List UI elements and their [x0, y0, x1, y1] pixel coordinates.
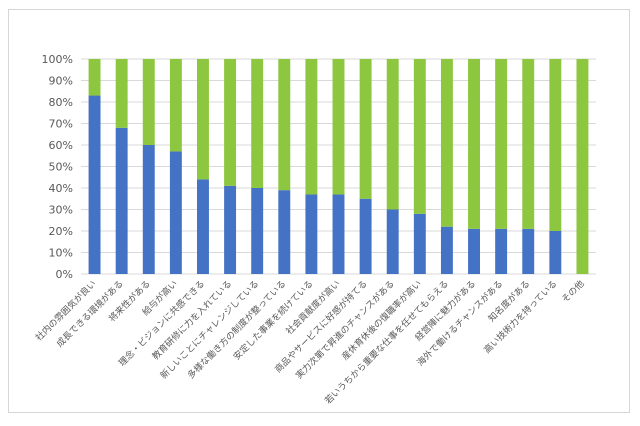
stacked-bar-chart: 0% 10% 20% 30% 40% 50% 60% 70% 80% 90% 100% 社内の雰囲気… — [33, 53, 596, 407]
bar-segment-green — [224, 59, 237, 186]
bar-segment-blue — [386, 209, 399, 274]
bar-segment-green — [169, 59, 182, 152]
bar-segment-blue — [332, 194, 345, 274]
bar-segment-blue — [413, 213, 426, 274]
bar-segment-blue — [495, 228, 508, 274]
bar-segment-blue — [88, 95, 101, 274]
bar-segment-blue — [305, 194, 318, 274]
bar-segment-blue — [251, 188, 264, 274]
bars — [88, 59, 589, 274]
x-axis-categories: 社内の雰囲気が良い成長できる環境がある将来性がある給与が高い理念・ビジョンに共感… — [33, 278, 587, 407]
bar-segment-blue — [197, 179, 209, 274]
bar-segment-green — [88, 59, 101, 96]
bar-segment-blue — [115, 127, 128, 274]
bar-segment-green — [142, 59, 155, 145]
y-tick-label: 10% — [49, 247, 73, 260]
bar-segment-blue — [359, 198, 372, 274]
y-tick-label: 50% — [49, 161, 73, 174]
bar-segment-green — [115, 59, 128, 128]
bar-segment-green — [495, 59, 508, 229]
bar-segment-green — [332, 59, 345, 195]
bar-segment-green — [278, 59, 291, 191]
x-category-label: 若いうちから重要な仕事を任せてもらえる — [322, 278, 451, 407]
bar-segment-green — [468, 59, 480, 229]
bar-segment-blue — [468, 228, 480, 274]
y-tick-label: 30% — [49, 204, 73, 217]
bar-segment-green — [305, 59, 318, 195]
bar-segment-blue — [522, 228, 535, 274]
bar-segment-blue — [549, 231, 562, 274]
x-category-label: 新しいことにチャレンジしている — [158, 278, 262, 382]
y-tick-label: 40% — [49, 182, 73, 195]
bar-segment-green — [522, 59, 535, 229]
y-axis-ticks: 0% 10% 20% 30% 40% 50% 60% 70% 80% 90% 100% — [42, 53, 73, 281]
bar-segment-blue — [440, 226, 453, 274]
y-tick-label: 0% — [56, 268, 73, 281]
y-tick-label: 60% — [49, 139, 73, 152]
bar-segment-green — [440, 59, 453, 227]
bar-segment-green — [359, 59, 372, 199]
bar-segment-green — [576, 59, 589, 274]
bar-segment-green — [413, 59, 426, 214]
bar-segment-green — [549, 59, 562, 231]
x-category-label: 実力次第で昇進のチャンスがある — [293, 278, 397, 382]
bar-segment-green — [197, 59, 209, 180]
x-category-label: その他 — [559, 278, 587, 306]
bar-segment-blue — [142, 145, 155, 274]
y-tick-label: 20% — [49, 225, 73, 238]
x-category-label: 多様な働き方の制度が整っている — [185, 278, 289, 382]
y-tick-label: 70% — [49, 118, 73, 131]
chart-frame: 0% 10% 20% 30% 40% 50% 60% 70% 80% 90% 100% 社内の雰囲気… — [8, 9, 630, 413]
y-tick-label: 90% — [49, 75, 73, 88]
bar-segment-green — [251, 59, 264, 188]
y-tick-label: 100% — [42, 53, 73, 66]
bar-segment-blue — [169, 151, 182, 274]
bar-segment-blue — [224, 185, 237, 274]
y-tick-label: 80% — [49, 96, 73, 109]
bar-segment-blue — [278, 190, 291, 274]
bar-segment-green — [386, 59, 399, 210]
